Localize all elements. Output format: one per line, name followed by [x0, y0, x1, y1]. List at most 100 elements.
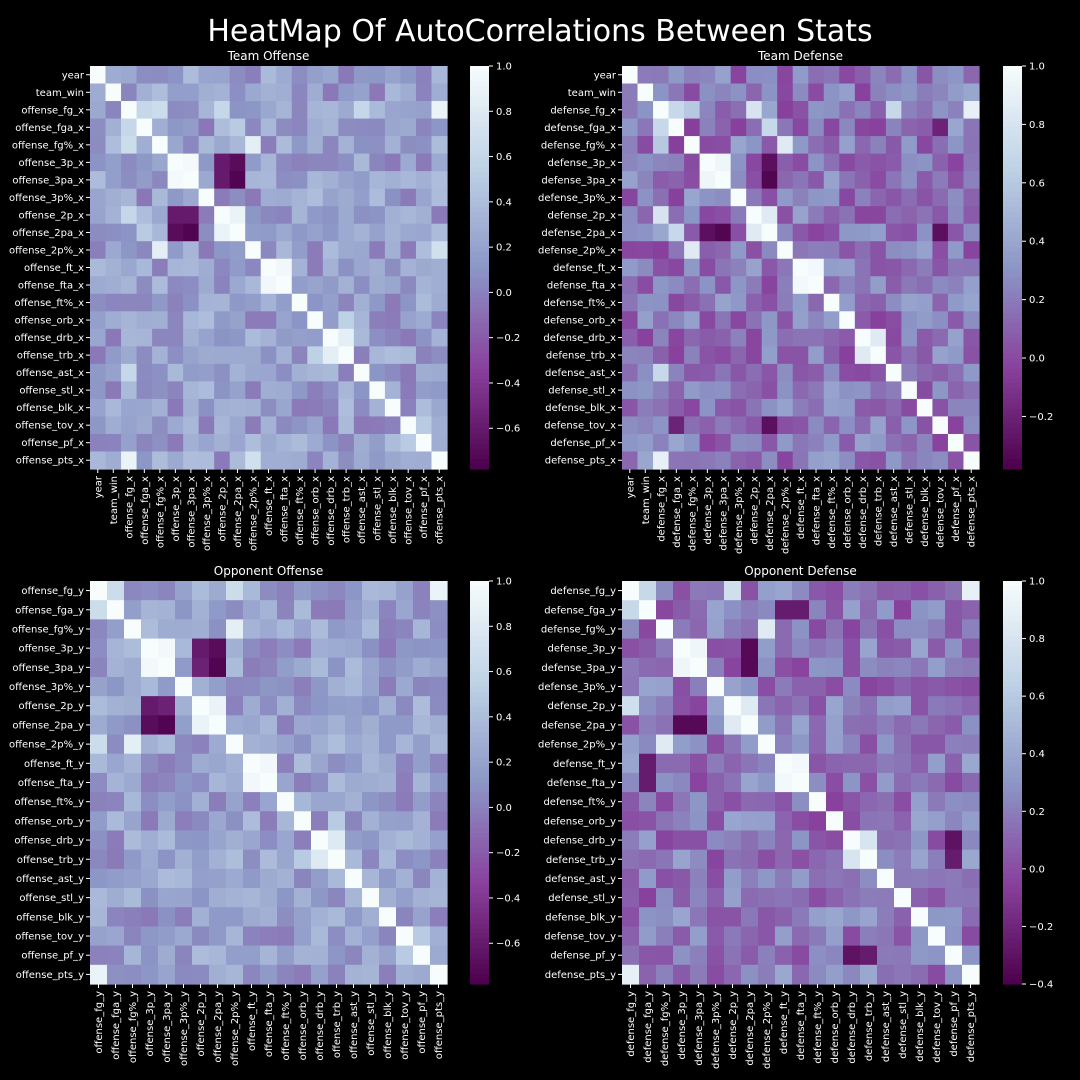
- heatmap-cell: [379, 600, 397, 620]
- heatmap-cell: [707, 734, 725, 755]
- colorbar-segment: [1003, 151, 1022, 158]
- heatmap-cell: [901, 311, 918, 330]
- heatmap-cell: [963, 328, 980, 347]
- x-tick-label: defense_2p_y: [728, 991, 739, 1060]
- heatmap-cell: [294, 676, 312, 697]
- heatmap-cell: [90, 398, 107, 418]
- x-tick-label: defense_blk_x: [920, 476, 931, 547]
- heatmap-cell: [183, 258, 200, 277]
- heatmap-cell: [214, 153, 231, 172]
- heatmap-cell: [338, 416, 355, 435]
- colorbar-segment: [470, 933, 489, 940]
- colorbar-segment: [1003, 686, 1022, 693]
- heatmap-cell: [668, 276, 685, 295]
- heatmap-cell: [808, 171, 825, 190]
- colorbar-segment: [470, 591, 489, 597]
- heatmap-cell: [328, 696, 346, 716]
- heatmap-cell: [322, 188, 339, 207]
- heatmap-cell: [291, 346, 308, 365]
- heatmap-cell: [639, 619, 657, 640]
- heatmap-cell: [901, 136, 918, 155]
- heatmap-cell: [843, 676, 861, 697]
- heatmap-cell: [668, 328, 685, 347]
- y-tick-label: defense_stl_y: [548, 893, 616, 904]
- y-tick-label: offense_fga_x: [15, 123, 84, 134]
- heatmap-cell: [90, 293, 107, 312]
- heatmap-cell: [947, 188, 965, 207]
- heatmap-cell: [885, 346, 902, 365]
- heatmap-cell: [276, 136, 293, 155]
- heatmap-cell: [158, 830, 176, 851]
- heatmap-cell: [152, 381, 169, 400]
- heatmap-cell: [777, 276, 794, 295]
- colorbar-segment: [470, 368, 489, 374]
- heatmap-cell: [699, 416, 716, 435]
- heatmap-cell: [854, 153, 871, 172]
- heatmap-cell: [430, 619, 448, 640]
- heatmap-cell: [823, 311, 840, 330]
- heatmap-cell: [124, 676, 142, 697]
- heatmap-cell: [124, 696, 142, 716]
- heatmap-cell: [668, 171, 685, 190]
- heatmap-cell: [947, 223, 965, 242]
- heatmap-cell: [136, 381, 153, 400]
- heatmap-cell: [885, 223, 902, 242]
- colorbar-segment: [1003, 438, 1022, 445]
- colorbar-tick-label: −0.4: [496, 378, 520, 389]
- heatmap-cell: [353, 363, 370, 382]
- heatmap-cell: [141, 888, 159, 908]
- heatmap-cell: [277, 888, 295, 908]
- x-tick-label: defense_tov_y: [932, 991, 943, 1063]
- x-tick-label: defense_ast_y: [881, 991, 892, 1062]
- heatmap-cell: [415, 346, 433, 365]
- colorbar-segment: [1003, 317, 1022, 324]
- x-tick-label: offense_fg%_y: [128, 991, 139, 1063]
- heatmap-cell: [175, 964, 193, 985]
- heatmap-cell: [136, 153, 153, 172]
- x-tick-label: defense_ast_x: [889, 476, 900, 547]
- heatmap-cell: [413, 600, 431, 620]
- heatmap-cell: [724, 600, 742, 620]
- heatmap-panel-2: Team Defenseyearteam_windefense_fg_xdefe…: [538, 49, 1053, 554]
- heatmap-cell: [379, 753, 397, 774]
- heatmap-cell: [167, 241, 184, 260]
- heatmap-cell: [413, 657, 431, 678]
- heatmap-cell: [826, 907, 844, 928]
- heatmap-cell: [415, 206, 433, 225]
- heatmap-cell: [792, 830, 810, 851]
- heatmap-cell: [730, 101, 747, 120]
- heatmap-cell: [369, 83, 386, 102]
- heatmap-cell: [105, 171, 122, 190]
- heatmap-cell: [775, 926, 793, 947]
- heatmap-cell: [916, 381, 934, 400]
- heatmap-cell: [209, 964, 227, 985]
- colorbar-segment: [1003, 121, 1022, 128]
- x-tick-label: offense_2p%_y: [230, 991, 241, 1066]
- y-tick-label: defense_2p_x: [547, 210, 616, 221]
- heatmap-cell: [105, 346, 122, 365]
- colorbar-segment: [1003, 212, 1022, 218]
- colorbar-tick-label: 1.0: [496, 577, 512, 588]
- heatmap-cell: [136, 451, 153, 470]
- heatmap-cell: [808, 188, 825, 207]
- colorbar-tick-label: 0.6: [496, 667, 512, 678]
- heatmap-cell: [622, 926, 640, 947]
- heatmap-cell: [668, 258, 685, 277]
- heatmap-cell: [758, 849, 776, 870]
- heatmap-cell: [107, 945, 125, 966]
- heatmap-cell: [260, 945, 278, 966]
- heatmap-cell: [699, 433, 716, 453]
- colorbar-segment: [1003, 156, 1022, 163]
- heatmap-cell: [854, 188, 871, 207]
- heatmap-cell: [854, 83, 871, 102]
- heatmap-cell: [152, 223, 169, 242]
- heatmap-cell: [209, 830, 227, 851]
- colorbar-segment: [470, 878, 489, 884]
- colorbar-segment: [470, 186, 489, 193]
- heatmap-cell: [962, 715, 980, 736]
- colorbar-segment: [470, 237, 489, 243]
- heatmap-cell: [622, 398, 639, 418]
- heatmap-cell: [136, 118, 153, 137]
- heatmap-cell: [260, 433, 277, 453]
- heatmap-cell: [639, 926, 657, 947]
